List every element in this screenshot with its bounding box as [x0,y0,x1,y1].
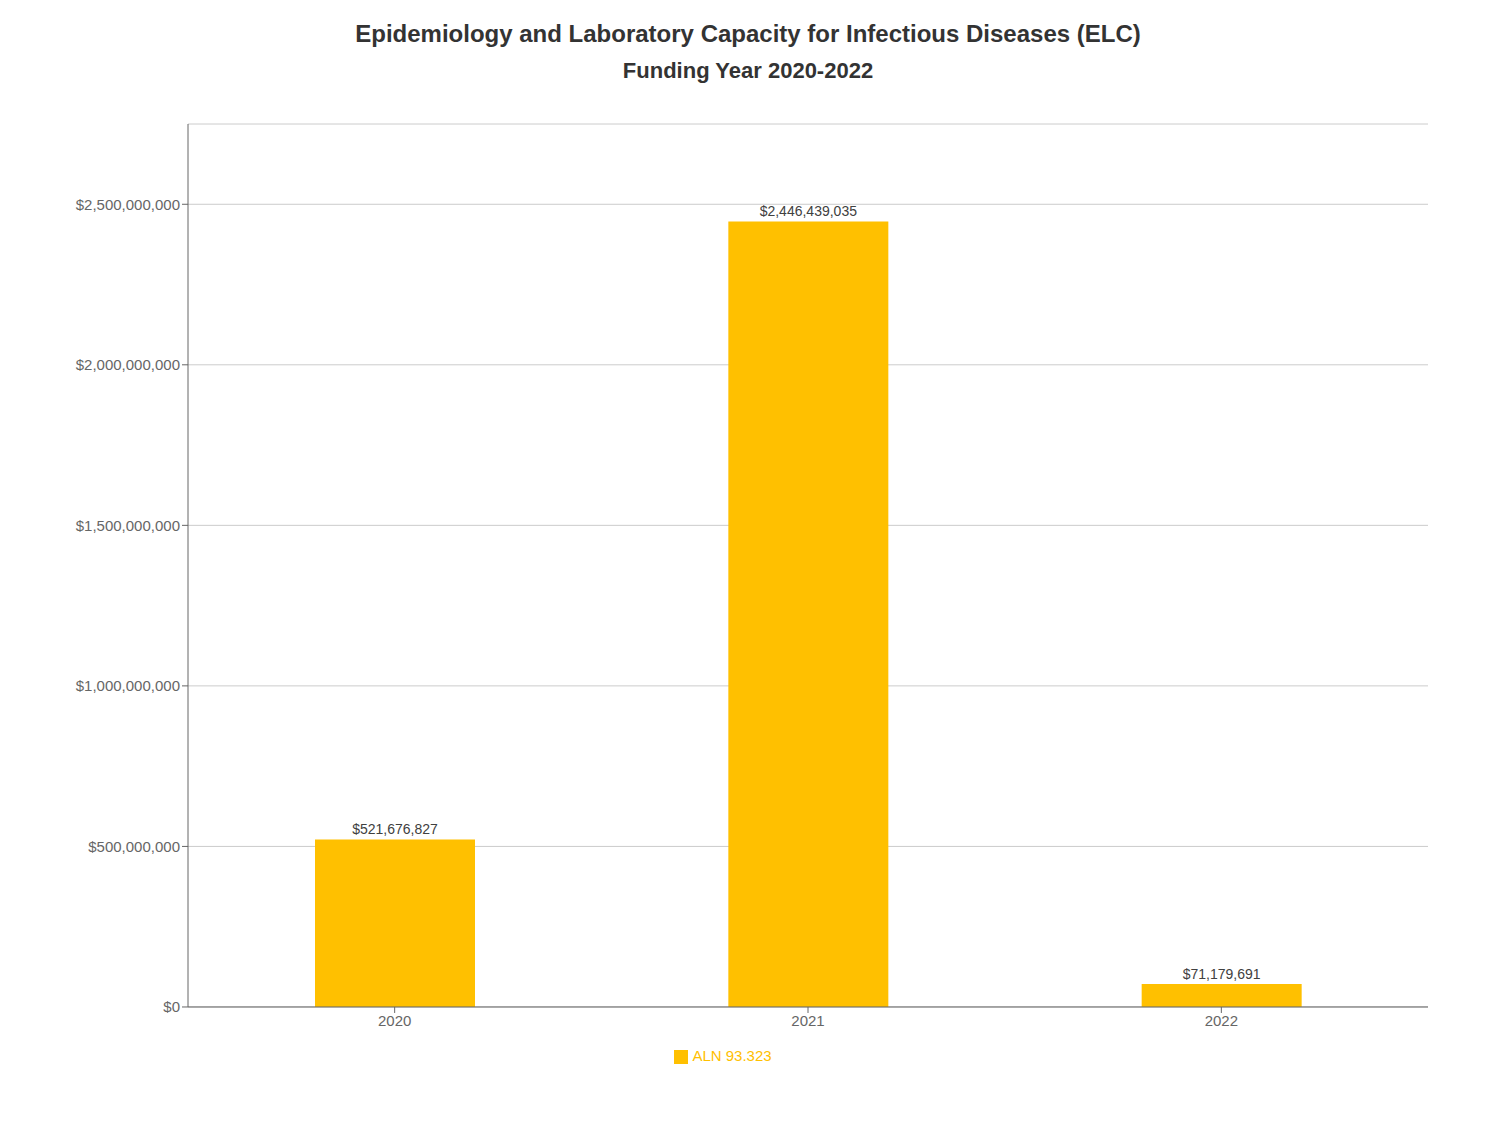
svg-text:$500,000,000: $500,000,000 [88,838,180,855]
svg-text:$2,446,439,035: $2,446,439,035 [760,203,858,219]
svg-text:2022: 2022 [1205,1012,1238,1029]
html-text:Epidemiology and Laboratory Ca: Epidemiology and Laboratory Capacity for… [355,20,1141,47]
svg-text:2020: 2020 [378,1012,411,1029]
svg-text:$2,500,000,000: $2,500,000,000 [76,196,180,213]
svg-text:$521,676,827: $521,676,827 [352,821,438,837]
svg-text:$0: $0 [163,998,180,1015]
svg-text:$71,179,691: $71,179,691 [1183,966,1261,982]
svg-text:2021: 2021 [791,1012,824,1029]
svg-text:$2,000,000,000: $2,000,000,000 [76,356,180,373]
html-text:Funding Year 2020-2022: Funding Year 2020-2022 [622,58,874,83]
svg-text:$1,000,000,000: $1,000,000,000 [76,677,180,694]
html-text:ALN 93.323: ALN 93.323 [692,1047,772,1064]
svg-text:$1,500,000,000: $1,500,000,000 [76,517,180,534]
